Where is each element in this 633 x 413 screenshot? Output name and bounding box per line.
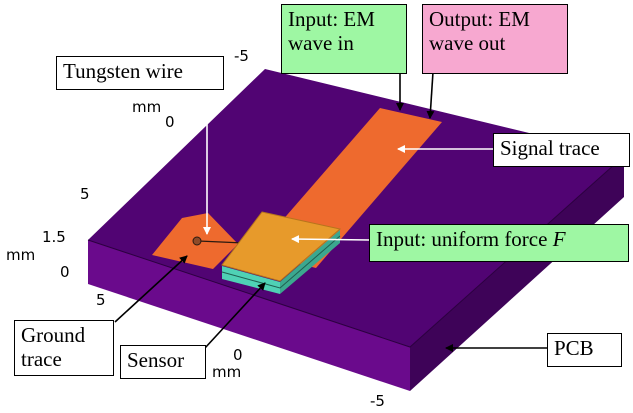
output-em-leader — [426, 71, 435, 119]
axis-tick-y-5: 5 — [80, 185, 90, 203]
axis-tick-z-1-5: 1.5 — [42, 228, 66, 246]
sensor-layer-lines — [221, 235, 341, 289]
signal-trace-label: Signal trace — [493, 133, 630, 167]
sensor-leader — [204, 282, 266, 349]
ground-leader — [114, 255, 188, 323]
axis-tick-y-0: 0 — [165, 113, 175, 131]
pcb-label: PCB — [547, 333, 622, 367]
force-leader — [291, 235, 371, 244]
sensor-top-face — [221, 211, 342, 282]
axis-tick-x-neg5: -5 — [370, 392, 385, 410]
tungsten-wire-label: Tungsten wire — [56, 56, 224, 90]
tungsten-wire-shape — [197, 240, 245, 244]
axis-tick-z-0: 0 — [60, 263, 70, 281]
axis-tick-x-5: 5 — [96, 291, 106, 309]
output-em-label: Output: EM wave out — [422, 4, 568, 74]
pcb-right-face — [410, 156, 624, 391]
axis-tick-x-0: 0 — [233, 346, 243, 364]
axis-unit-z: mm — [6, 246, 36, 264]
axis-tick-y-neg5: -5 — [234, 47, 249, 65]
input-force-label: Input: uniform force F — [369, 224, 629, 262]
axis-unit-y: mm — [132, 98, 162, 116]
pcb-edge — [87, 155, 625, 348]
tungsten-wire-dot — [192, 236, 202, 246]
ground-trace-label: Ground trace — [14, 320, 114, 376]
sensor-label: Sensor — [120, 345, 206, 379]
input-em-label: Input: EM wave in — [281, 4, 407, 74]
pcb-front-face — [88, 240, 410, 391]
axis-unit-x: mm — [212, 363, 242, 381]
